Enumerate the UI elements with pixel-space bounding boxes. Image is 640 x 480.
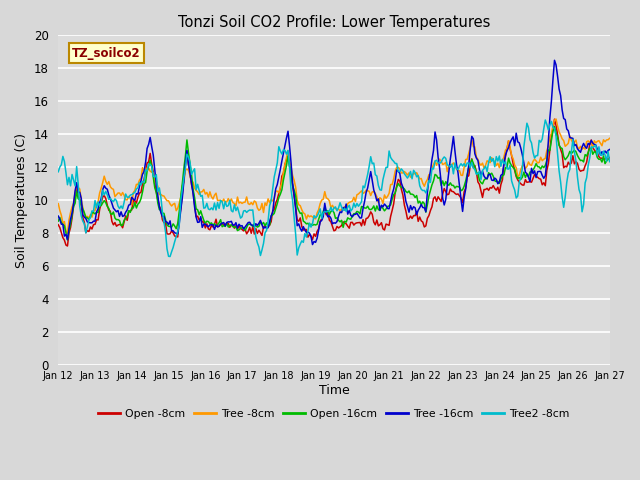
Legend: Open -8cm, Tree -8cm, Open -16cm, Tree -16cm, Tree2 -8cm: Open -8cm, Tree -8cm, Open -16cm, Tree -…: [94, 405, 574, 423]
Text: TZ_soilco2: TZ_soilco2: [72, 47, 141, 60]
Y-axis label: Soil Temperatures (C): Soil Temperatures (C): [15, 132, 28, 267]
Title: Tonzi Soil CO2 Profile: Lower Temperatures: Tonzi Soil CO2 Profile: Lower Temperatur…: [178, 15, 490, 30]
X-axis label: Time: Time: [319, 384, 349, 397]
